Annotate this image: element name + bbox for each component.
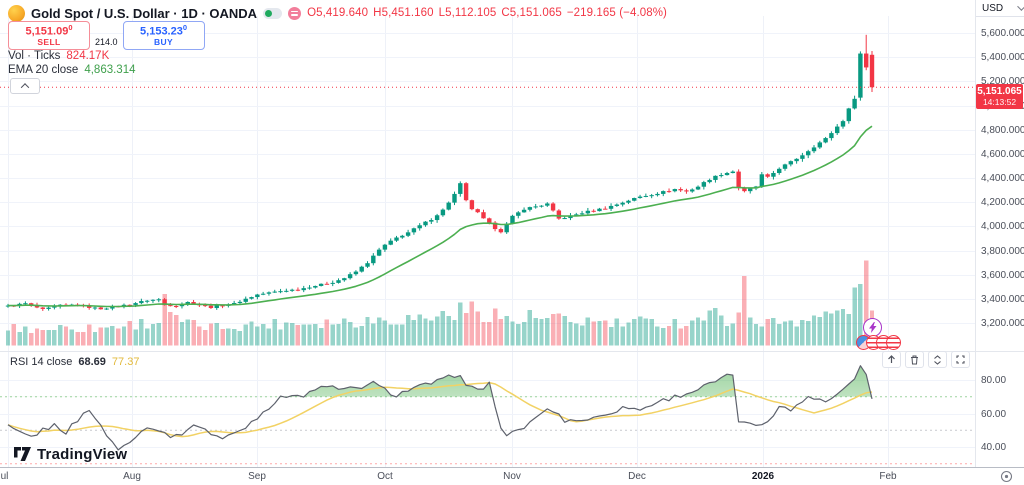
chevron-up-icon [20, 83, 30, 92]
price-axis-label: 4,400.000 [981, 173, 1024, 184]
maximize-pane-button[interactable] [951, 351, 970, 368]
minds-toggle-icon[interactable] [288, 6, 302, 20]
time-axis-label: Sep [248, 471, 266, 482]
delete-pane-button[interactable] [905, 351, 924, 368]
rsi-axis-label: 80.00 [981, 375, 1007, 386]
time-axis-label: Aug [123, 471, 141, 482]
rsi-axis-label: 40.00 [981, 442, 1007, 453]
maximize-icon [956, 355, 965, 364]
time-axis-label: Jul [0, 471, 9, 482]
axis-settings-icon[interactable] [1000, 470, 1013, 485]
time-axis-label: 2026 [751, 471, 775, 482]
spread-value: 214.0 [95, 37, 118, 48]
pane-divider[interactable] [0, 351, 1024, 352]
ohlc-values: O5,419.640 H5,451.160 L5,112.105 C5,151.065… [307, 7, 667, 19]
collapse-pane-button[interactable] [928, 351, 947, 368]
price-axis-label: 3,600.000 [981, 269, 1024, 281]
price-axis-label: 4,000.000 [981, 221, 1024, 233]
chevron-down-icon [1017, 2, 1024, 11]
tradingview-logo-icon [14, 446, 31, 461]
price-axis-label: 3,800.000 [981, 245, 1024, 257]
sell-button[interactable]: 5,151.090 SELL [8, 21, 90, 51]
move-pane-up-button[interactable] [882, 351, 901, 368]
time-axis-label: Feb [879, 471, 897, 482]
time-axis-label: Dec [628, 471, 646, 482]
time-axis-label: Nov [503, 471, 521, 482]
collapse-indicators-button[interactable] [10, 78, 40, 94]
ema-legend[interactable]: EMA 20 close 4,863.314 [8, 64, 136, 76]
order-panel: 5,151.090 SELL 214.0 5,153.230 BUY [8, 21, 205, 51]
symbol-legend: Gold Spot / U.S. Dollar · 1D · OANDA O5,… [8, 4, 667, 22]
reactions-widget[interactable] [856, 335, 901, 350]
trash-icon [911, 355, 918, 364]
price-axis-label: 5,600.000 [981, 28, 1024, 39]
rsi-axis-label: 60.00 [981, 408, 1007, 420]
gold-coin-icon [8, 4, 25, 22]
price-axis-divider [975, 0, 976, 467]
current-price-tag: 5,151.065 14:13:52 [976, 84, 1023, 109]
price-axis-label: 5,400.000 [981, 52, 1024, 64]
price-axis-label: 4,200.000 [981, 197, 1024, 209]
arrow-up-icon [888, 355, 895, 363]
marks-toggle-icon[interactable] [263, 7, 283, 19]
time-axis-label: Oct [377, 471, 393, 482]
price-axis-label: 4,800.000 [981, 124, 1024, 136]
target-icon [1000, 470, 1013, 483]
lightning-icon [868, 322, 876, 333]
tradingview-logo[interactable]: TradingView [14, 446, 127, 463]
price-axis-label: 4,600.000 [981, 148, 1024, 160]
currency-selector[interactable]: USD [976, 0, 1024, 17]
price-axis-label: 5,200.000 [981, 76, 1024, 88]
symbol-title[interactable]: Gold Spot / U.S. Dollar · 1D · OANDA [31, 5, 258, 21]
time-axis[interactable]: Jul Aug Sep Oct Nov Dec 2026 Feb [0, 467, 1024, 485]
price-axis-label: 3,400.000 [981, 293, 1024, 305]
collapse-icon [934, 354, 941, 365]
reaction-emoji-icon [886, 335, 901, 350]
volume-legend[interactable]: Vol · Ticks 824.17K [8, 50, 110, 62]
buy-button[interactable]: 5,153.230 BUY [122, 21, 205, 51]
rsi-pane-toolbar [0, 351, 970, 368]
rsi-legend[interactable]: RSI 14 close 68.69 77.37 [10, 356, 140, 368]
price-axis-label: 3,200.000 [981, 318, 1024, 329]
